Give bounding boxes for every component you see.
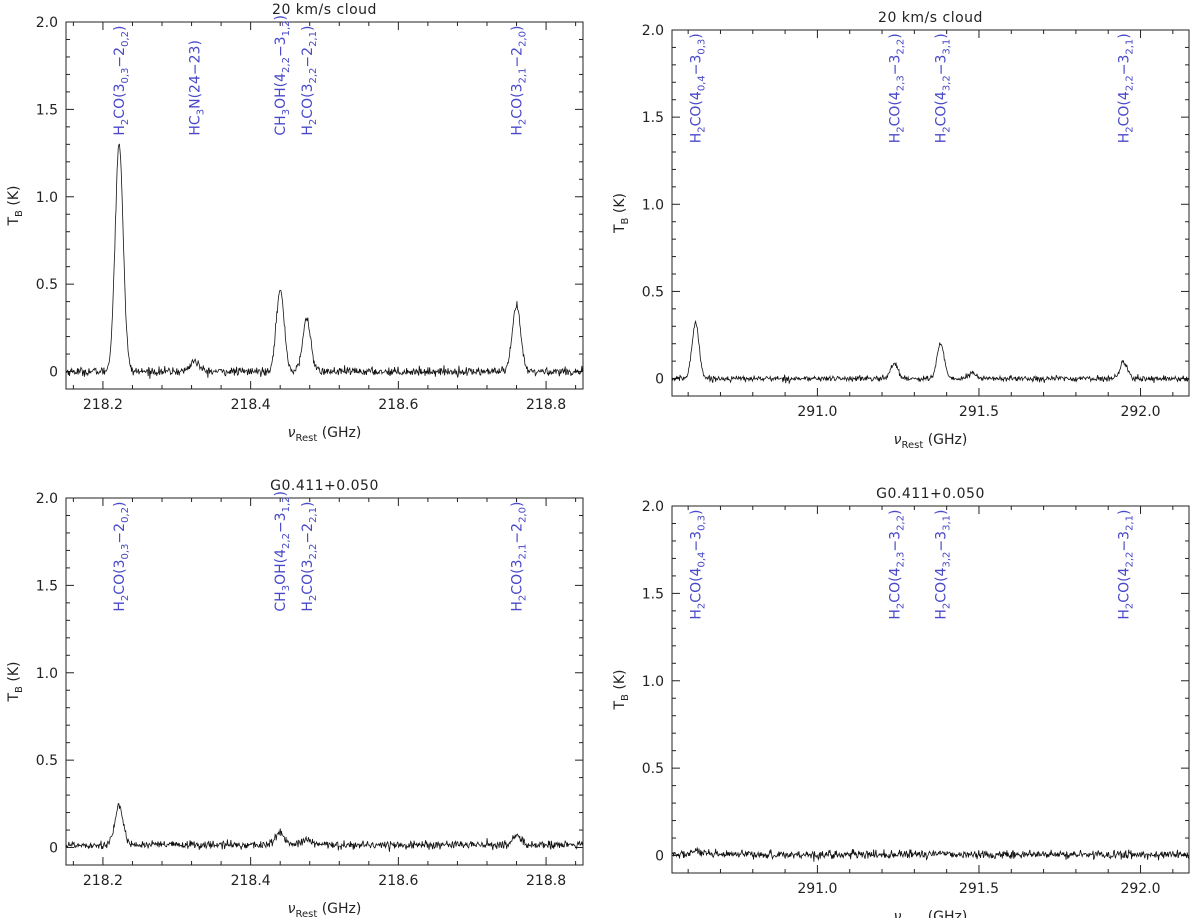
y-tick-label: 1.0 <box>36 190 58 206</box>
line-id-label: H2CO(30,3−20,2) <box>112 26 131 136</box>
x-axis-title: νRest (GHz) <box>894 432 968 451</box>
line-id-label: H2CO(32,1−22,0) <box>510 26 529 136</box>
line-id-label: H2CO(40,4−30,3) <box>689 33 708 143</box>
spectrum-line <box>671 847 1190 862</box>
y-tick-label: 0 <box>49 365 58 381</box>
y-tick-label: 2.0 <box>642 23 664 39</box>
x-tick-label: 218.4 <box>231 397 271 413</box>
x-axis-title: νRest (GHz) <box>894 909 968 918</box>
x-tick-label: 292.0 <box>1120 881 1160 897</box>
y-tick-label: 2.0 <box>36 491 58 507</box>
line-id-label: HC3N(24−23) <box>188 40 207 136</box>
x-tick-label: 218.4 <box>231 873 271 889</box>
y-tick-label: 0 <box>49 841 58 857</box>
spectrum-panel-2: 0 0.5 1.0 1.5 2.0 291.0 291.5 292.0 20 km/s clou… <box>612 10 1190 451</box>
spectrum-panel-4: 0 0.5 1.0 1.5 2.0 291.0 291.5 292.0 G0.411+0.050… <box>612 486 1190 918</box>
y-axis-title: TB (K) <box>612 193 631 234</box>
line-id-label: CH3OH(42,2−31,2) <box>273 491 292 612</box>
x-tick-label: 292.0 <box>1120 404 1160 420</box>
y-tick-label: 0 <box>655 372 664 388</box>
line-id-label: H2CO(42,2−32,1) <box>1117 33 1136 143</box>
x-tick-label: 291.0 <box>797 881 837 897</box>
spectrum-line <box>671 319 1190 385</box>
y-tick-label: 1.5 <box>642 110 664 126</box>
x-tick-label: 218.8 <box>526 397 566 413</box>
y-tick-label: 1.5 <box>36 578 58 594</box>
plot-frame <box>671 505 1190 874</box>
y-tick-label: 0.5 <box>36 277 58 293</box>
x-tick-label: 218.8 <box>526 873 566 889</box>
spectrum-panel-1: 0 0.5 1.0 1.5 2.0 218.2 218.4 218.6 218.8 20 km/s… <box>6 2 584 444</box>
x-axis-title: νRest (GHz) <box>288 425 362 444</box>
line-id-label: H2CO(40,4−30,3) <box>689 510 708 620</box>
x-tick-label: 218.6 <box>378 397 418 413</box>
y-tick-label: 2.0 <box>642 499 664 515</box>
y-tick-label: 1.0 <box>642 674 664 690</box>
y-tick-label: 1.0 <box>642 197 664 213</box>
x-tick-label: 218.6 <box>378 873 418 889</box>
y-tick-label: 0.5 <box>36 753 58 769</box>
line-id-label: H2CO(43,2−33,1) <box>934 510 953 620</box>
y-tick-label: 0 <box>655 849 664 865</box>
y-tick-label: 1.0 <box>36 666 58 682</box>
x-tick-label: 218.2 <box>83 397 123 413</box>
line-id-label: H2CO(32,1−22,0) <box>510 502 529 612</box>
plot-frame <box>65 21 584 390</box>
y-tick-label: 2.0 <box>36 15 58 31</box>
line-id-label: H2CO(32,2−22,1) <box>300 502 319 612</box>
y-tick-label: 1.5 <box>36 102 58 118</box>
line-id-label: H2CO(32,2−22,1) <box>300 26 319 136</box>
y-tick-label: 0.5 <box>642 761 664 777</box>
line-id-label: H2CO(30,3−20,2) <box>112 502 131 612</box>
y-tick-label: 1.5 <box>642 586 664 602</box>
line-id-label: H2CO(42,2−32,1) <box>1117 510 1136 620</box>
y-axis-title: TB (K) <box>6 662 25 703</box>
panel-title: 20 km/s cloud <box>272 2 377 18</box>
y-tick-label: 0.5 <box>642 284 664 300</box>
plot-frame <box>65 497 584 866</box>
y-axis-title: TB (K) <box>6 186 25 227</box>
line-id-label: H2CO(42,3−32,2) <box>887 510 906 620</box>
spectrum-line <box>65 803 584 852</box>
x-tick-label: 291.5 <box>959 404 999 420</box>
y-axis-title: TB (K) <box>612 670 631 711</box>
line-id-label: CH3OH(42,2−31,2) <box>273 15 292 136</box>
line-id-label: H2CO(43,2−33,1) <box>934 33 953 143</box>
line-id-label: H2CO(42,3−32,2) <box>887 33 906 143</box>
x-tick-label: 291.5 <box>959 881 999 897</box>
spectrum-line <box>65 143 584 379</box>
spectrum-panel-3: 0 0.5 1.0 1.5 2.0 218.2 218.4 218.6 218.8 G0.411+… <box>6 478 584 918</box>
x-axis-title: νRest (GHz) <box>288 901 362 918</box>
panel-title: 20 km/s cloud <box>878 10 983 26</box>
x-tick-label: 218.2 <box>83 873 123 889</box>
panel-title: G0.411+0.050 <box>270 478 379 494</box>
panel-title: G0.411+0.050 <box>876 486 985 502</box>
x-tick-label: 291.0 <box>797 404 837 420</box>
plot-frame <box>671 29 1190 397</box>
